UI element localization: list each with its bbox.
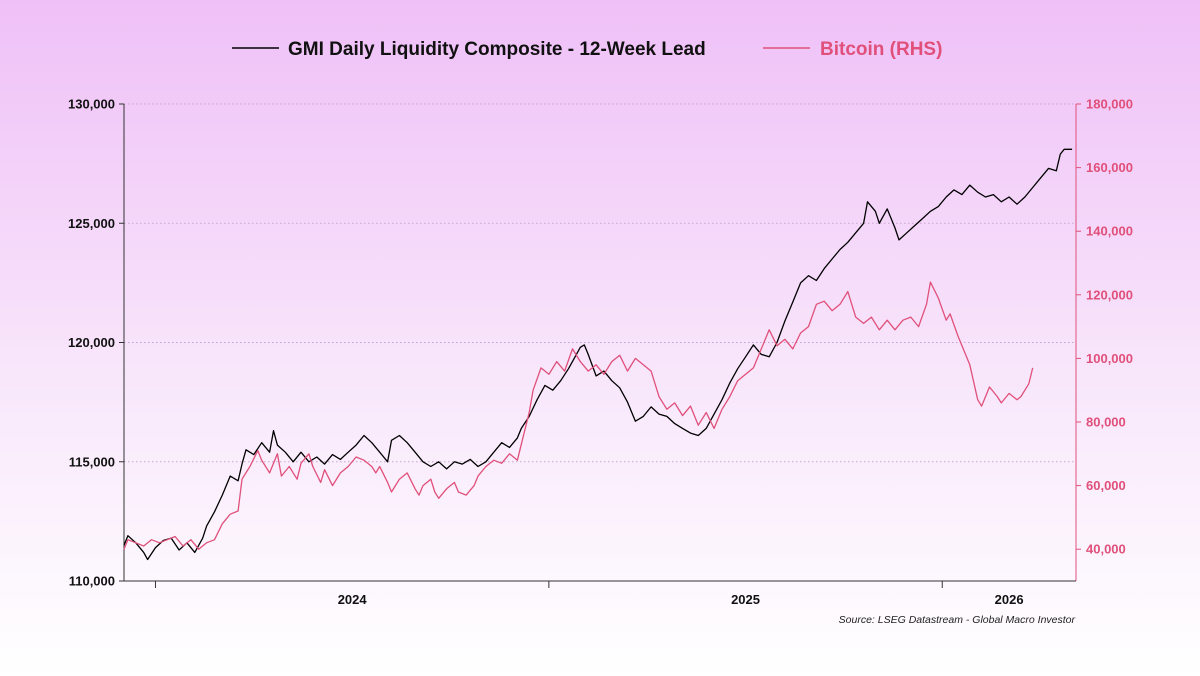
right-axis-tick-label: 100,000	[1086, 351, 1133, 366]
left-axis-tick-label: 130,000	[68, 97, 115, 112]
axes: 110,000 115,000 120,000 125,000 130,000 40,00…	[68, 97, 1133, 608]
x-axis-tick-label: 2025	[731, 592, 760, 607]
right-axis-tick-label: 160,000	[1086, 160, 1133, 175]
series-line-liquidity	[123, 148, 1073, 561]
right-axis-tick-label: 60,000	[1086, 478, 1126, 493]
right-axis-tick-label: 140,000	[1086, 224, 1133, 239]
left-axis-tick-label: 125,000	[68, 216, 115, 231]
left-axis-tick-label: 115,000	[69, 454, 115, 469]
right-axis-tick-label: 120,000	[1086, 287, 1133, 302]
right-axis-tick-label: 40,000	[1086, 542, 1126, 557]
left-axis-tick-label: 120,000	[68, 335, 115, 350]
legend-label-liquidity: GMI Daily Liquidity Composite - 12-Week …	[288, 39, 706, 60]
legend: GMI Daily Liquidity Composite - 12-Week …	[232, 39, 942, 60]
series-line-bitcoin	[123, 281, 1034, 550]
source-note: Source: LSEG Datastream - Global Macro I…	[839, 614, 1076, 626]
series	[123, 148, 1073, 561]
gridlines	[124, 103, 1076, 463]
right-axis-tick-label: 180,000	[1086, 97, 1133, 112]
x-axis-tick-label: 2026	[995, 592, 1024, 607]
left-axis-tick-label: 110,000	[69, 574, 115, 589]
right-axis-tick-label: 80,000	[1086, 415, 1126, 430]
x-axis-tick-label: 2024	[338, 592, 368, 607]
legend-label-bitcoin: Bitcoin (RHS)	[820, 39, 942, 60]
